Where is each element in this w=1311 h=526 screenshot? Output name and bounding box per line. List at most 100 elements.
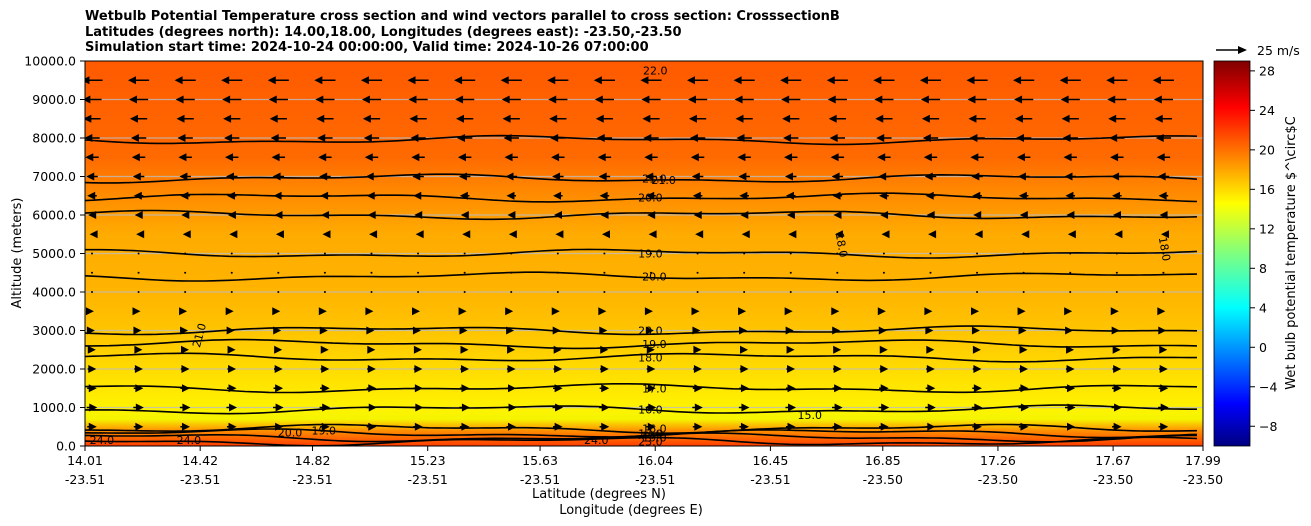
wind-vector xyxy=(925,384,936,393)
wind-vector xyxy=(784,307,793,316)
wind-vector-head xyxy=(1018,191,1027,200)
wind-vector-head xyxy=(878,172,887,181)
wind-vector-head xyxy=(693,211,702,219)
wind-vector-head xyxy=(968,114,977,123)
wind-vector xyxy=(878,403,890,412)
wind-vector xyxy=(971,326,980,335)
wind-vector-head xyxy=(829,134,838,142)
wind-vector-head xyxy=(461,403,470,412)
wind-vector-dot xyxy=(743,291,746,293)
wind-vector-head xyxy=(600,211,609,219)
wind-vector xyxy=(366,422,377,431)
wind-vector xyxy=(743,271,746,274)
wind-vector xyxy=(831,307,840,316)
contour-line xyxy=(85,192,1198,203)
contour-line xyxy=(85,173,1198,184)
wind-vectors xyxy=(85,76,1174,431)
wind-vector-head xyxy=(694,403,703,412)
wind-vector-dot xyxy=(649,252,652,255)
wind-vector-head xyxy=(787,365,796,373)
wind-vector-head xyxy=(734,95,743,104)
wind-vector xyxy=(1021,230,1030,239)
colorbar-tick-label: 4 xyxy=(1259,300,1267,315)
wind-vector-head xyxy=(967,95,976,104)
wind-vector-head xyxy=(508,384,517,393)
x-tick-label-lat: 15.23 xyxy=(410,453,446,468)
wind-vector xyxy=(687,76,709,85)
wind-vector xyxy=(1158,422,1169,431)
wind-vector xyxy=(925,422,936,431)
wind-vector-head xyxy=(1066,211,1075,219)
wind-vector xyxy=(415,230,424,239)
wind-vector-head xyxy=(225,172,234,181)
wind-vector xyxy=(741,230,750,239)
wind-vector xyxy=(1014,95,1034,104)
wind-vector-head xyxy=(1019,345,1028,354)
wind-vector xyxy=(175,95,195,104)
wind-vector-head xyxy=(411,307,420,316)
contour-label: 18.0 xyxy=(638,351,663,364)
wind-vector xyxy=(600,345,609,354)
wind-vector-head xyxy=(175,95,184,104)
wind-vector xyxy=(508,230,517,239)
wind-vector xyxy=(318,153,332,162)
wind-vector-head xyxy=(741,230,750,239)
title-line-1: Wetbulb Potential Temperature cross sect… xyxy=(85,9,840,24)
x-axis-label: Latitude (degrees N) xyxy=(532,487,666,502)
wind-vector xyxy=(90,291,93,293)
wind-vector-head xyxy=(969,134,978,142)
wind-vector-head xyxy=(1067,422,1076,431)
wind-vector xyxy=(463,252,466,255)
wind-vector-head xyxy=(740,365,749,373)
wind-vector xyxy=(784,172,797,181)
y-axis-ticks: 0.0 1000.0 2000.0 3000.0 4000.0 5000.0 6000.0 7… xyxy=(24,54,85,454)
wind-vector-head xyxy=(597,153,606,162)
wind-vector xyxy=(696,252,699,255)
wind-vector xyxy=(86,403,98,412)
wind-vector-head xyxy=(973,384,982,393)
wind-vector xyxy=(553,384,563,393)
wind-vector xyxy=(318,307,327,316)
wind-vector xyxy=(882,252,885,255)
wind-vector xyxy=(180,345,189,354)
wind-vector xyxy=(1069,271,1072,274)
wind-vector-dot xyxy=(603,291,606,293)
wind-vector-head xyxy=(1114,403,1123,412)
x-tick-label-lon: -23.51 xyxy=(635,472,675,487)
wind-vector-head xyxy=(1066,345,1075,354)
wind-vector-head xyxy=(410,134,419,142)
wind-vector-head xyxy=(974,403,983,412)
wind-vector-head xyxy=(415,403,424,412)
wind-vector xyxy=(86,172,98,181)
wind-vector xyxy=(647,211,656,219)
wind-vector-head xyxy=(321,211,330,219)
wind-vector-head xyxy=(642,114,651,123)
wind-vector-head xyxy=(1065,326,1074,335)
wind-vector xyxy=(596,134,613,142)
wind-vector-head xyxy=(458,172,467,181)
wind-vector-dot xyxy=(696,291,699,293)
wind-vector xyxy=(1019,365,1028,373)
wind-vector xyxy=(879,384,889,393)
wind-vector xyxy=(603,271,606,274)
wind-vector-head xyxy=(275,422,284,431)
wind-vector-head xyxy=(88,365,97,373)
wind-vector xyxy=(413,422,423,431)
wind-vector xyxy=(832,326,841,335)
wind-vector xyxy=(225,172,238,181)
wind-vector xyxy=(1015,114,1033,123)
wind-vector xyxy=(878,326,887,335)
wind-vector-head xyxy=(507,211,516,219)
wind-vector xyxy=(507,345,516,354)
wind-vector xyxy=(454,76,476,85)
wind-vector-head xyxy=(1113,365,1122,373)
wind-vector-head xyxy=(180,191,189,200)
wind-vector xyxy=(789,291,792,293)
wind-vector-dot xyxy=(417,291,420,293)
wind-vector xyxy=(834,230,843,239)
wind-vector xyxy=(785,326,794,335)
wind-vector xyxy=(409,114,427,123)
wind-vector-head xyxy=(787,384,796,393)
wind-vector xyxy=(1065,326,1074,335)
wind-vector-head xyxy=(553,345,562,354)
